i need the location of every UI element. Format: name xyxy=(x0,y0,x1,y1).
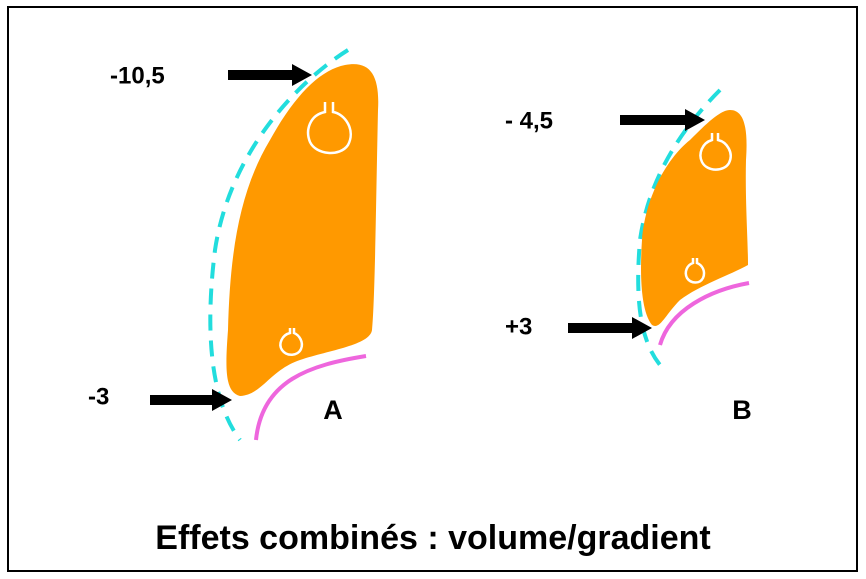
slide-title: Effets combinés : volume/gradient xyxy=(155,519,710,557)
slide: -10,5 -3 A - 4,5 +3 B Effets combinés : … xyxy=(0,0,866,579)
panel-label: A xyxy=(323,395,343,425)
panel-label: B xyxy=(732,395,752,425)
pressure-label: - 4,5 xyxy=(505,107,553,134)
pressure-label: -3 xyxy=(88,383,109,410)
pressure-label: +3 xyxy=(505,313,532,340)
pressure-label: -10,5 xyxy=(110,62,165,89)
